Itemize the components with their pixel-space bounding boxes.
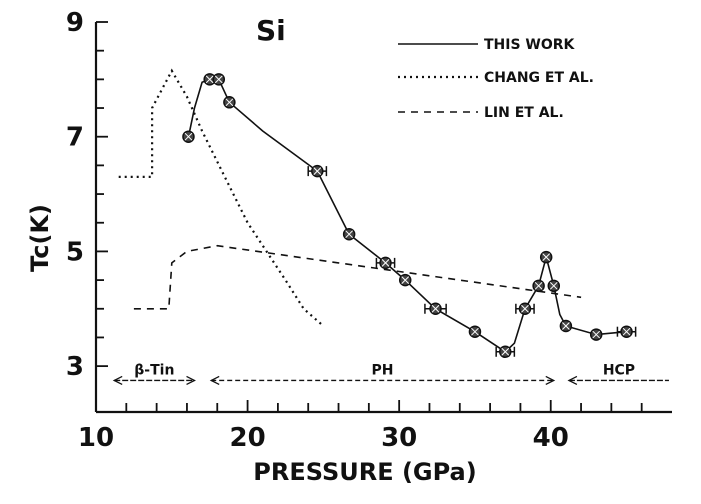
data-point-hatch: [214, 75, 223, 84]
x-tick-label: 10: [78, 423, 114, 453]
axes: [94, 22, 672, 414]
region-label: PH: [371, 362, 393, 378]
region-arrowhead-left: [209, 375, 220, 386]
region-label: HCP: [603, 362, 635, 378]
data-point-hatch: [431, 304, 440, 313]
data-point-hatch: [205, 75, 214, 84]
y-tick-label: 3: [66, 352, 84, 382]
x-tick-label: 30: [381, 423, 417, 453]
y-tick-label: 9: [66, 8, 84, 38]
series-markers: [182, 73, 637, 359]
region-arrowhead-left: [567, 375, 578, 386]
data-point-hatch: [542, 253, 551, 262]
region-arrowhead-right: [186, 375, 196, 386]
data-point-hatch: [592, 330, 601, 339]
data-point-hatch: [184, 132, 193, 141]
data-point-hatch: [313, 167, 322, 175]
legend-label-2: LIN ET AL.: [484, 105, 564, 121]
region-arrowhead-left: [112, 375, 123, 386]
legend-label-0: THIS WORK: [484, 37, 576, 53]
chart-title: Si: [256, 14, 286, 47]
data-point-hatch: [225, 98, 234, 107]
data-point-hatch: [345, 230, 353, 239]
legend-label-1: CHANG ET AL.: [484, 70, 594, 86]
data-point-hatch: [401, 276, 410, 284]
data-point-hatch: [501, 347, 510, 356]
y-tick-label: 5: [66, 237, 84, 267]
x-tick-label: 20: [229, 423, 265, 453]
ticks: 10 20 30 40 3 5 7 9: [66, 8, 643, 453]
data-point-hatch: [562, 322, 570, 330]
legend: THIS WORK CHANG ET AL. LIN ET AL.: [398, 37, 594, 121]
region-arrowhead-right: [545, 375, 556, 386]
series-line-1: [118, 68, 325, 327]
x-axis-label: PRESSURE (GPa): [253, 458, 476, 486]
y-axis-label: Tc(K): [26, 204, 54, 272]
region-label: β-Tin: [134, 362, 174, 378]
data-point-hatch: [521, 304, 529, 313]
data-point-hatch: [381, 259, 390, 267]
data-point-hatch: [471, 327, 479, 336]
x-tick-label: 40: [533, 423, 569, 453]
phase-regions: β-Tin PH HCP: [112, 362, 669, 386]
data-point-hatch: [622, 327, 631, 336]
data-point-hatch: [549, 281, 558, 290]
y-tick-label: 7: [66, 123, 84, 153]
data-point-hatch: [534, 281, 543, 290]
series-line-2: [133, 244, 582, 310]
